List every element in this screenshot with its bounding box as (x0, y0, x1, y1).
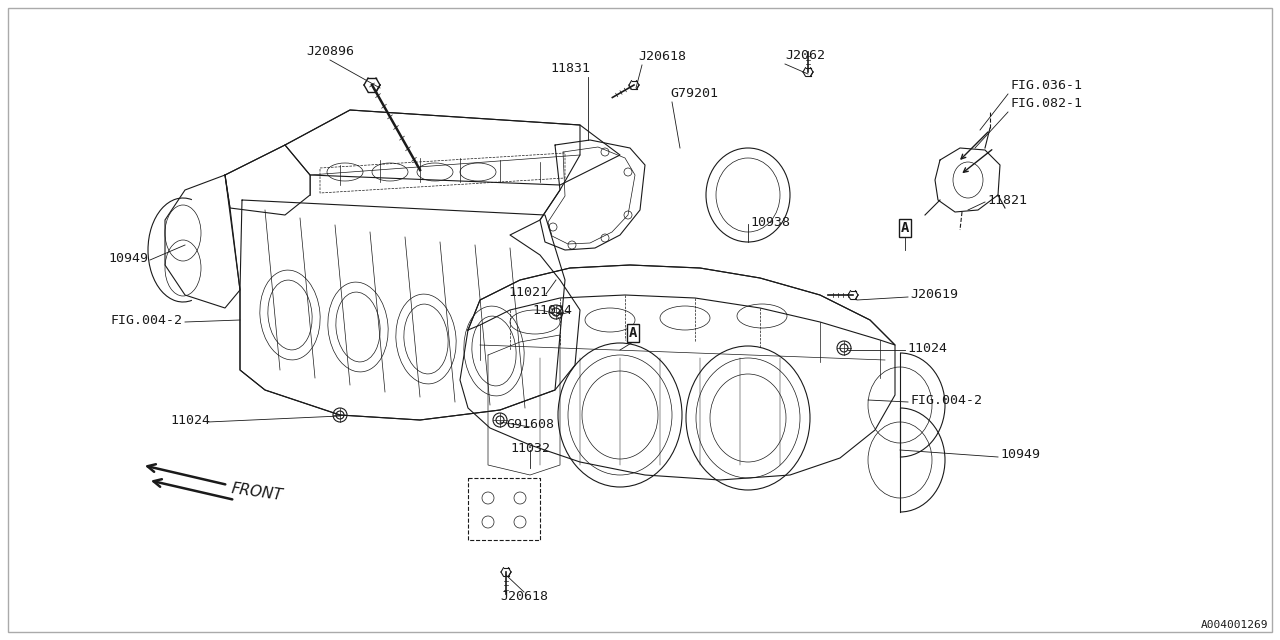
Text: G79201: G79201 (669, 87, 718, 100)
Text: 11024: 11024 (170, 413, 210, 426)
Text: J20618: J20618 (637, 50, 686, 63)
Text: G91608: G91608 (506, 419, 554, 431)
Text: 10949: 10949 (1000, 449, 1039, 461)
Text: 11831: 11831 (550, 62, 590, 75)
Text: A: A (628, 326, 637, 340)
Text: J20619: J20619 (910, 289, 957, 301)
Text: 11024: 11024 (908, 342, 947, 355)
Text: FIG.082-1: FIG.082-1 (1010, 97, 1082, 110)
Text: FRONT: FRONT (230, 481, 284, 503)
Text: J20618: J20618 (500, 590, 548, 603)
Text: A: A (901, 221, 909, 235)
Text: J20896: J20896 (306, 45, 355, 58)
Text: A004001269: A004001269 (1201, 620, 1268, 630)
Text: 11021: 11021 (508, 285, 548, 298)
Text: FIG.004-2: FIG.004-2 (111, 314, 183, 326)
Text: FIG.004-2: FIG.004-2 (910, 394, 982, 406)
Text: J2062: J2062 (785, 49, 826, 62)
Text: 10938: 10938 (750, 216, 790, 228)
Text: 11032: 11032 (509, 442, 550, 454)
Text: 10949: 10949 (108, 252, 148, 264)
Text: FIG.036-1: FIG.036-1 (1010, 79, 1082, 92)
Text: 11024: 11024 (532, 303, 572, 317)
Text: 11821: 11821 (987, 193, 1027, 207)
